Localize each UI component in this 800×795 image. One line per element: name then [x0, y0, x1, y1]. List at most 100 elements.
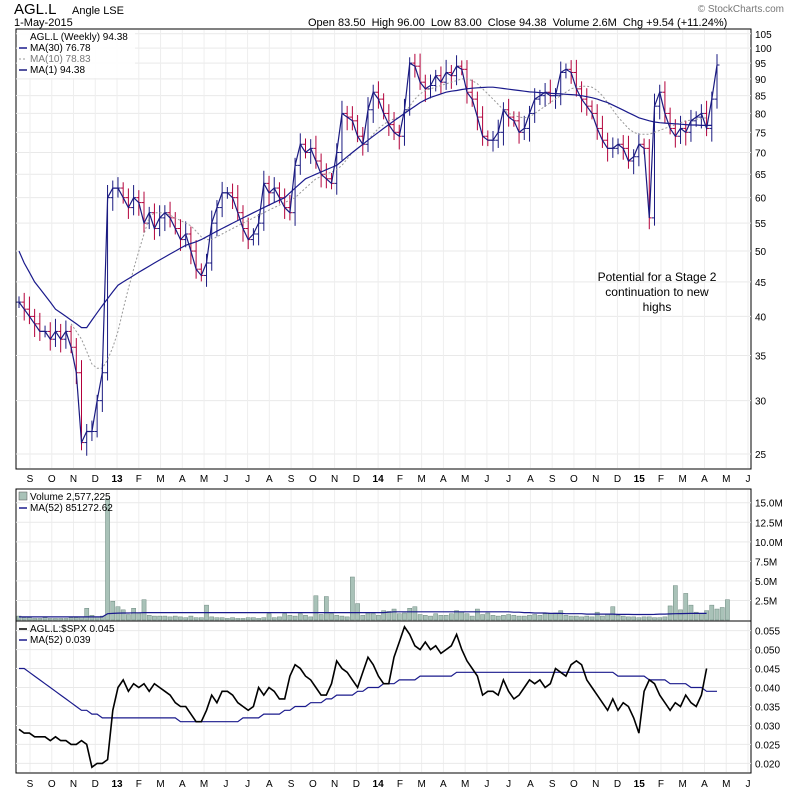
- x-tick-label: S: [288, 474, 295, 485]
- volume-bar: [688, 604, 694, 621]
- price-tick-label: 105: [755, 30, 772, 41]
- volume-bar: [214, 617, 220, 621]
- ohlc-bar: [193, 240, 199, 279]
- x-tick-label: A: [527, 474, 534, 485]
- x-axis-price: S O N D 13 F M A M J J A S O N D 14 F M A M J J A S O N D 15 F M A M J: [27, 474, 751, 485]
- volume-bar: [417, 614, 423, 621]
- volume-bar: [266, 613, 272, 621]
- volume-bar: [193, 617, 199, 621]
- legend-ma1: MA(1) 94.38: [30, 65, 85, 76]
- volume-bar: [610, 606, 616, 621]
- x-tick-label: D: [92, 474, 99, 485]
- x-tick-label: O: [570, 779, 578, 790]
- watermark: © StockCharts.com: [698, 4, 784, 15]
- price-series: [16, 53, 720, 456]
- volume-bar: [344, 616, 350, 621]
- ohlc-summary: Open 83.50 High 96.00 Low 83.00 Close 94…: [308, 17, 727, 29]
- volume-bar: [240, 618, 246, 621]
- volume-grid: 2.5M 5.0M 7.5M 10.0M 12.5M 15.0M: [16, 499, 783, 607]
- volume-bar: [178, 616, 183, 621]
- x-tick-label: M: [722, 779, 730, 790]
- volume-bar: [381, 610, 386, 621]
- volume-bar: [183, 617, 189, 621]
- volume-bar: [47, 618, 53, 621]
- price-tick-label: 90: [755, 75, 767, 86]
- ohlc-bar: [245, 217, 251, 250]
- volume-bar: [433, 613, 439, 621]
- volume-bar: [454, 610, 459, 621]
- volume-ma-line: [19, 611, 707, 618]
- ohlc-bar: [469, 79, 475, 107]
- price-tick-label: 30: [755, 397, 767, 408]
- price-panel-frame: [15, 28, 752, 470]
- volume-bar: [42, 617, 48, 621]
- volume-bar: [308, 616, 314, 621]
- volume-bar: [188, 615, 194, 621]
- ohlc-bar: [526, 105, 532, 142]
- volume-tick-label: 2.5M: [755, 596, 777, 607]
- volume-bar: [636, 617, 642, 621]
- volume-bar: [521, 615, 527, 621]
- ratio-tick-label: 0.050: [755, 646, 780, 657]
- volume-bar: [402, 612, 407, 621]
- volume-legend: Volume 2,577,225 MA(52) 851272.62: [18, 491, 113, 514]
- volume-bar: [297, 613, 303, 621]
- x-tick-label: J: [506, 474, 511, 485]
- volume-bar: [396, 613, 402, 621]
- volume-bar: [282, 613, 287, 621]
- x-tick-label: F: [136, 474, 142, 485]
- volume-bar: [516, 615, 522, 621]
- x-tick-label: A: [527, 779, 534, 790]
- ratio-tick-label: 0.025: [755, 740, 780, 751]
- ohlc-bar: [37, 312, 43, 341]
- volume-bar: [386, 611, 392, 621]
- volume-bar: [235, 618, 241, 621]
- x-tick-label: M: [417, 779, 425, 790]
- ratio-legend: AGL.L:$SPX 0.045 MA(52) 0.039: [19, 624, 115, 646]
- price-tick-label: 85: [755, 92, 767, 103]
- volume-bar: [292, 615, 298, 621]
- volume-panel-frame: [15, 488, 752, 622]
- x-tick-label: F: [658, 474, 664, 485]
- ratio-panel-frame: [15, 620, 752, 774]
- x-tick-label: M: [461, 474, 469, 485]
- volume-bar: [704, 610, 709, 621]
- volume-bar: [120, 609, 126, 621]
- x-tick-label: 13: [111, 474, 123, 485]
- volume-bar: [511, 615, 517, 621]
- x-tick-label: O: [48, 779, 56, 790]
- ma10-line: [70, 78, 707, 369]
- ratio-series: [18, 625, 717, 769]
- volume-bar: [63, 618, 69, 621]
- x-tick-label: A: [701, 779, 708, 790]
- volume-bar: [89, 615, 95, 621]
- volume-bar: [100, 615, 105, 621]
- x-tick-label: D: [614, 779, 621, 790]
- volume-bar: [152, 615, 157, 621]
- ohlc-bar: [490, 131, 496, 152]
- x-tick-label: M: [679, 474, 687, 485]
- volume-bar: [490, 615, 496, 621]
- x-tick-label: N: [592, 474, 599, 485]
- volume-bar: [245, 617, 251, 621]
- price-tick-label: 65: [755, 170, 767, 181]
- legend-volume: Volume 2,577,225: [30, 492, 111, 503]
- x-tick-label: A: [701, 474, 708, 485]
- x-tick-label: J: [223, 474, 228, 485]
- x-tick-label: S: [27, 474, 34, 485]
- x-tick-label: M: [200, 779, 208, 790]
- volume-bar: [438, 615, 444, 621]
- volume-bar: [542, 613, 548, 621]
- price-tick-label: 55: [755, 219, 767, 230]
- volume-bar: [313, 595, 319, 621]
- price-tick-label: 45: [755, 278, 767, 289]
- volume-bar: [225, 618, 230, 621]
- volume-bar: [589, 616, 595, 621]
- volume-bar: [594, 611, 600, 621]
- x-tick-label: N: [331, 779, 338, 790]
- x-tick-label: A: [266, 779, 273, 790]
- ohlc-bar: [297, 133, 303, 175]
- volume-bar: [615, 615, 621, 621]
- volume-bar: [428, 615, 433, 621]
